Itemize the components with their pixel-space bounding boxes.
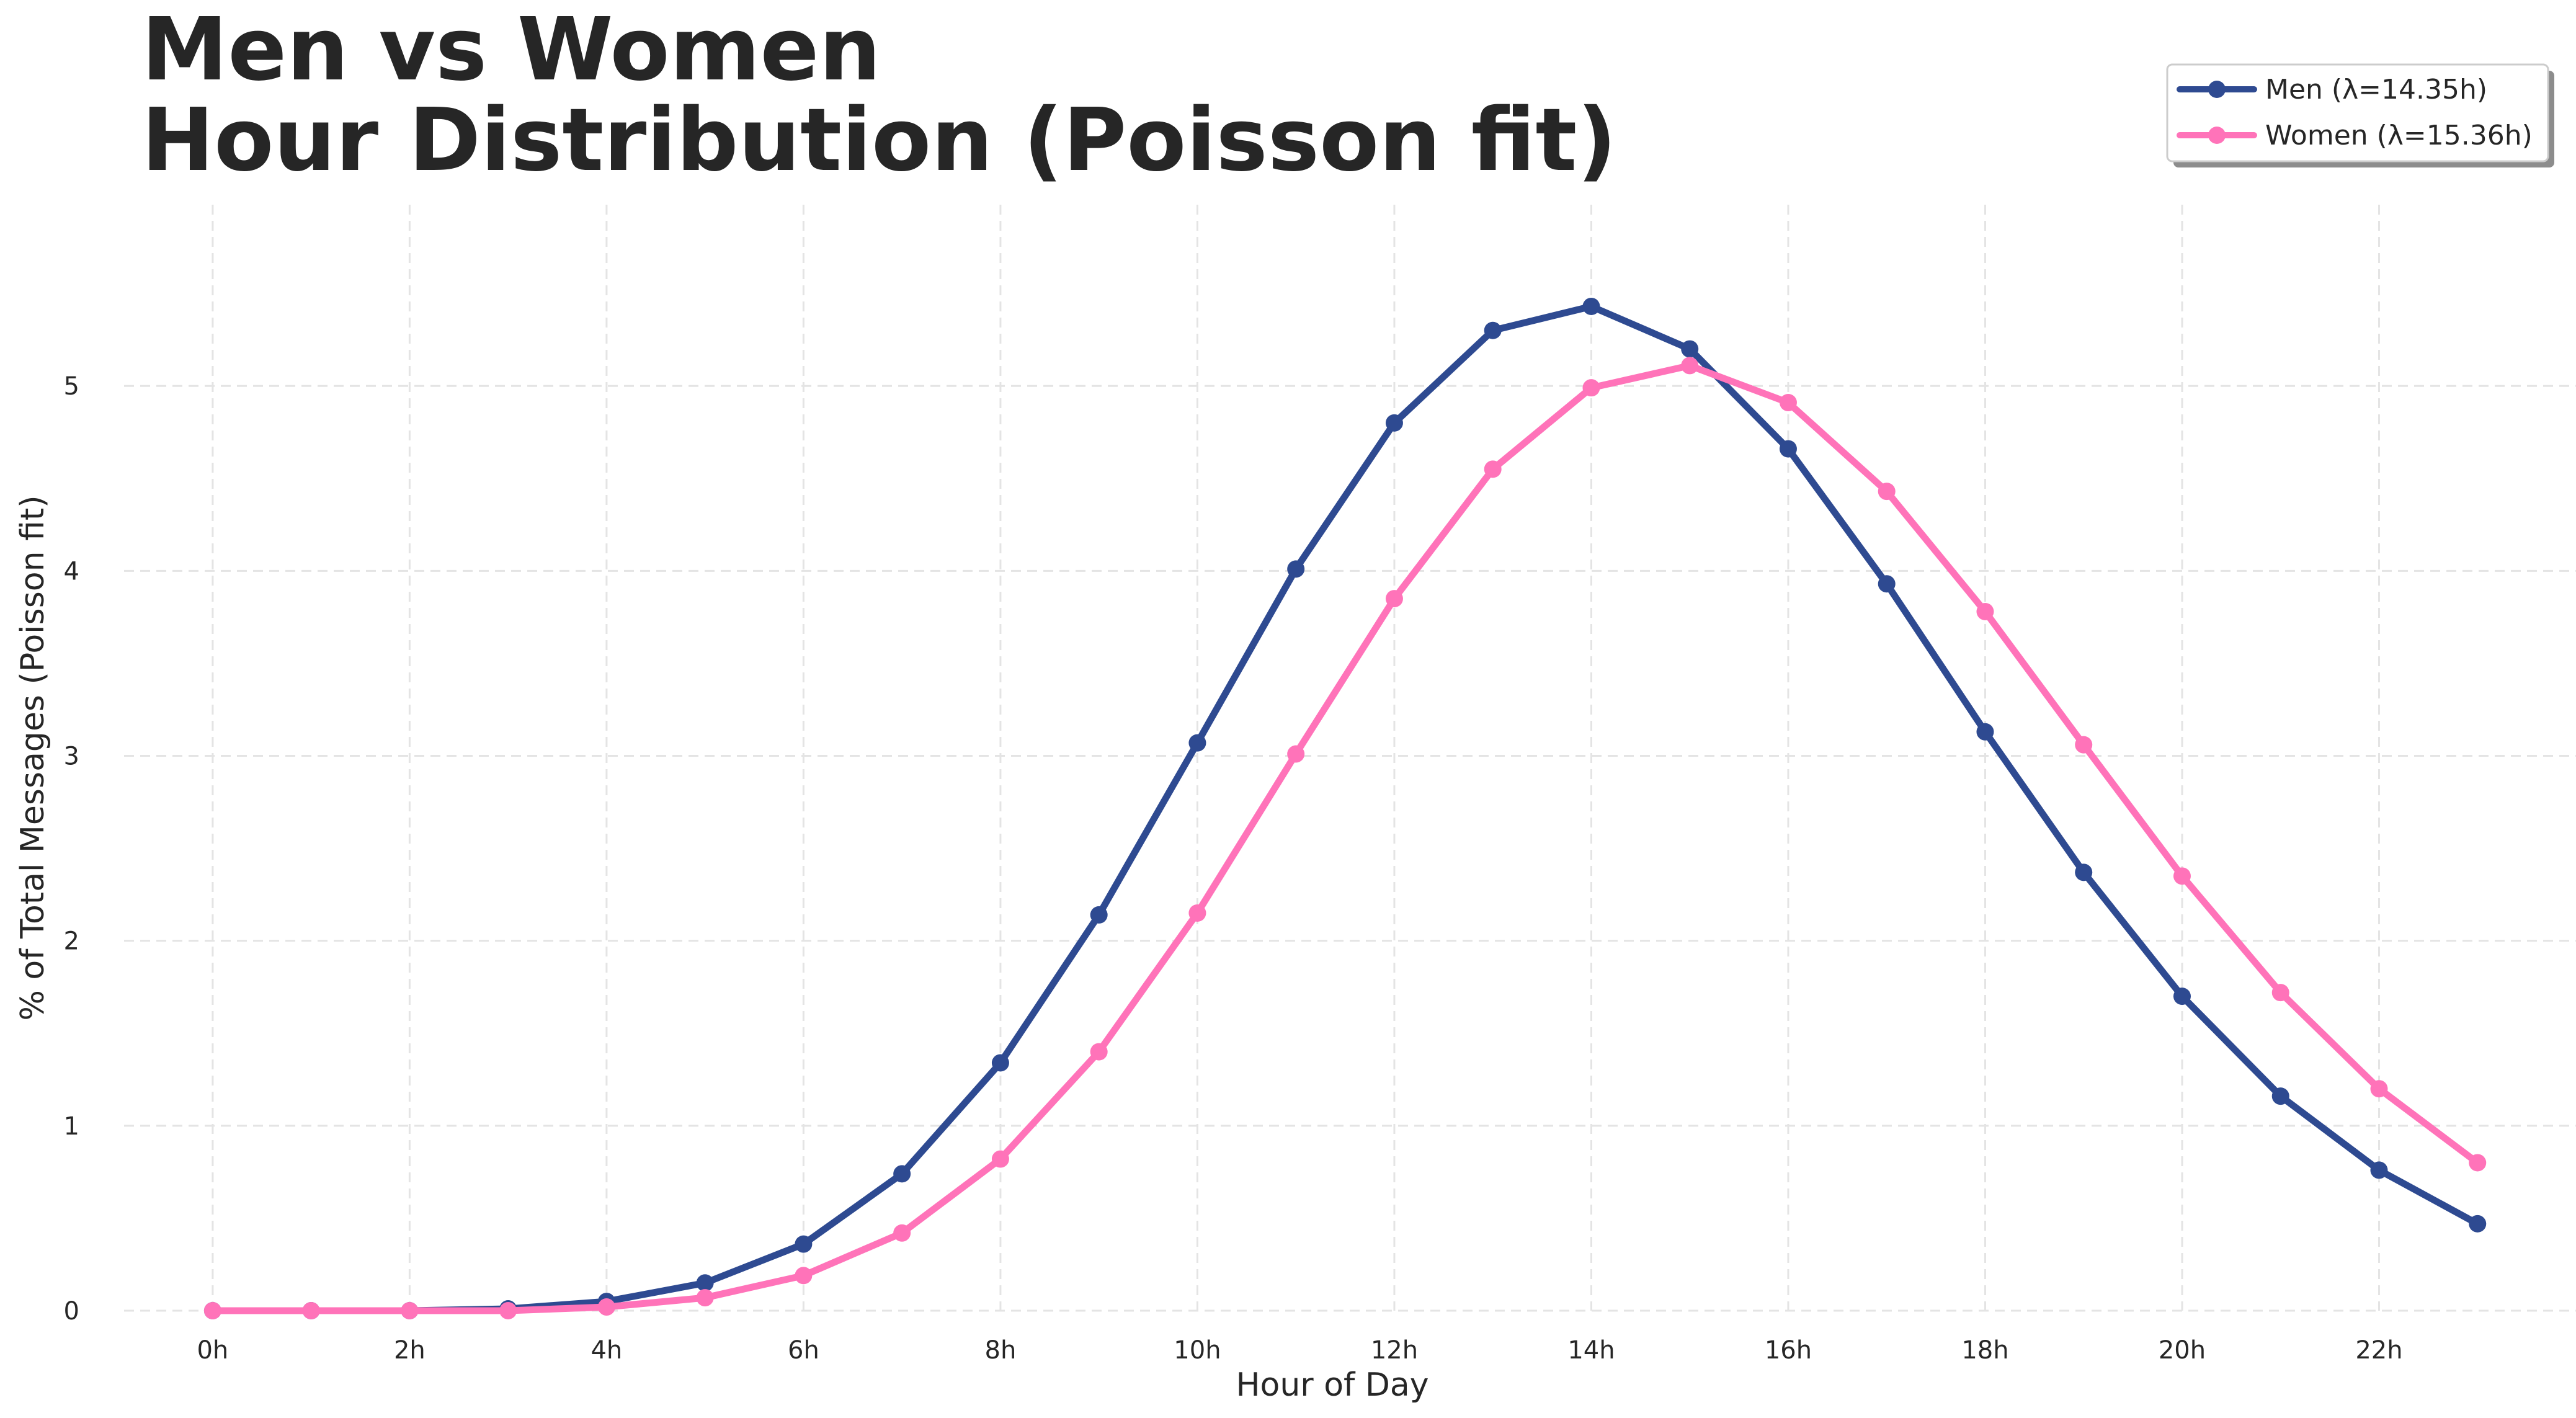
data-point [1188,904,1206,922]
data-point [1287,560,1305,578]
legend: Men (λ=14.35h) Women (λ=15.36h) [2166,63,2554,167]
data-point [1779,440,1797,458]
data-point [696,1274,714,1292]
grid [124,205,2576,1312]
data-point [1385,590,1403,608]
data-point [2173,988,2191,1006]
data-point [1878,483,1896,501]
data-point [893,1224,911,1242]
data-point [795,1235,813,1253]
data-point [1878,575,1896,593]
data-point [2469,1215,2487,1233]
data-point [1976,602,1994,620]
data-point [401,1302,419,1319]
x-tick-label: 8h [985,1336,1017,1365]
series-line [209,362,2481,1314]
data-point [1681,357,1699,375]
plot-series [203,297,2487,1319]
data-point [1484,321,1502,339]
legend-women-label: Women (λ=15.36h) [2265,120,2533,151]
legend-item-women: Women (λ=15.36h) [2177,120,2533,151]
series-line [209,303,2481,1314]
data-point [597,1298,615,1316]
x-tick-label: 10h [1174,1336,1221,1365]
chart-title-line-1: Men vs Women [141,0,881,100]
data-point [1779,394,1797,412]
data-point [2075,863,2093,881]
data-point [1287,745,1305,763]
legend-box [2166,63,2549,163]
data-point [1976,723,1994,741]
data-point [1484,460,1502,478]
data-point [795,1267,813,1285]
data-point [302,1302,320,1319]
y-tick-label: 2 [64,927,79,956]
y-tick-label: 5 [64,372,79,401]
series-men [203,297,2487,1319]
data-point [2075,736,2093,754]
data-point [696,1289,714,1307]
data-point [1681,340,1699,358]
data-point [2271,1087,2289,1105]
x-tick-label: 0h [197,1336,228,1365]
legend-men-label: Men (λ=14.35h) [2265,74,2487,105]
data-point [1090,1043,1108,1061]
x-tick-label: 2h [394,1336,426,1365]
y-tick-label: 4 [64,557,79,586]
data-point [2370,1080,2388,1098]
x-tick-label: 4h [591,1336,622,1365]
data-point [203,1302,221,1319]
y-axis-ticks: 0 1 2 3 4 5 [64,372,79,1326]
data-point [2271,984,2289,1002]
data-point [1090,906,1108,924]
x-tick-label: 20h [2159,1336,2206,1365]
x-tick-label: 16h [1765,1336,1812,1365]
x-tick-label: 22h [2355,1336,2402,1365]
data-point [1385,414,1403,432]
y-tick-label: 1 [64,1112,79,1141]
chart-title-line-2: Hour Distribution (Poisson fit) [141,90,1616,191]
data-point [991,1150,1009,1168]
y-tick-label: 3 [64,742,79,771]
series-women [203,357,2487,1319]
data-point [2469,1154,2487,1172]
legend-men-marker [2208,81,2226,98]
chart-title: Men vs Women Hour Distribution (Poisson … [141,0,1616,191]
legend-women-marker [2208,127,2226,144]
x-tick-label: 6h [788,1336,819,1365]
data-point [499,1302,517,1319]
data-point [1582,379,1600,397]
x-tick-label: 14h [1567,1336,1615,1365]
data-point [2173,867,2191,885]
y-tick-label: 0 [64,1297,79,1326]
x-tick-label: 18h [1961,1336,2008,1365]
data-point [1582,297,1600,315]
data-point [893,1165,911,1183]
y-axis-label: % of Total Messages (Poisson fit) [14,495,51,1020]
x-axis-ticks: 0h 2h 4h 6h 8h 10h 12h 14h 16h 18h 20h 22h [197,1336,2402,1365]
x-axis-label: Hour of Day [1236,1367,1428,1404]
data-point [991,1054,1009,1072]
data-point [1188,734,1206,752]
x-tick-label: 12h [1371,1336,1418,1365]
data-point [2370,1161,2388,1179]
legend-item-men: Men (λ=14.35h) [2177,74,2487,105]
